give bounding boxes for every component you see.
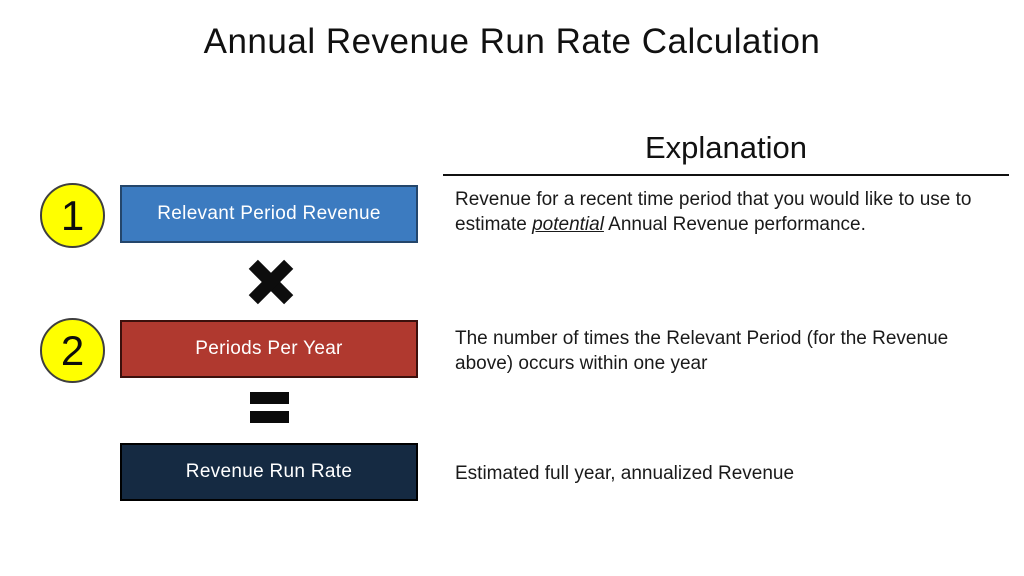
box-relevant-period-revenue-label: Relevant Period Revenue — [157, 203, 381, 224]
explanation-text-1-post: Annual Revenue performance. — [603, 214, 866, 235]
explanation-header: Explanation — [443, 130, 1009, 176]
step-badge-1: 1 — [40, 183, 105, 248]
explanation-text-3: Estimated full year, annualized Revenue — [455, 463, 795, 484]
explanation-text-1: Revenue for a recent time period that yo… — [455, 187, 980, 237]
explanation-text-1-emphasis: potential — [532, 214, 604, 235]
page-title: Annual Revenue Run Rate Calculation — [203, 22, 821, 61]
equals-icon-bar — [250, 392, 289, 404]
box-relevant-period-revenue: Relevant Period Revenue — [120, 185, 418, 243]
box-revenue-run-rate: Revenue Run Rate — [120, 443, 418, 501]
step-badge-2-number: 2 — [60, 326, 85, 374]
equals-icon — [250, 392, 289, 423]
equals-icon-bar — [250, 411, 289, 423]
explanation-text-1-pre: Revenue for a recent time period that yo… — [455, 189, 972, 235]
box-periods-per-year: Periods Per Year — [120, 320, 418, 378]
box-revenue-run-rate-label: Revenue Run Rate — [185, 461, 353, 482]
step-badge-2: 2 — [40, 318, 105, 383]
explanation-text-2: The number of times the Relevant Period … — [455, 328, 949, 374]
multiply-icon — [248, 259, 294, 305]
box-periods-per-year-label: Periods Per Year — [195, 338, 343, 359]
step-badge-1-number: 1 — [60, 191, 85, 239]
